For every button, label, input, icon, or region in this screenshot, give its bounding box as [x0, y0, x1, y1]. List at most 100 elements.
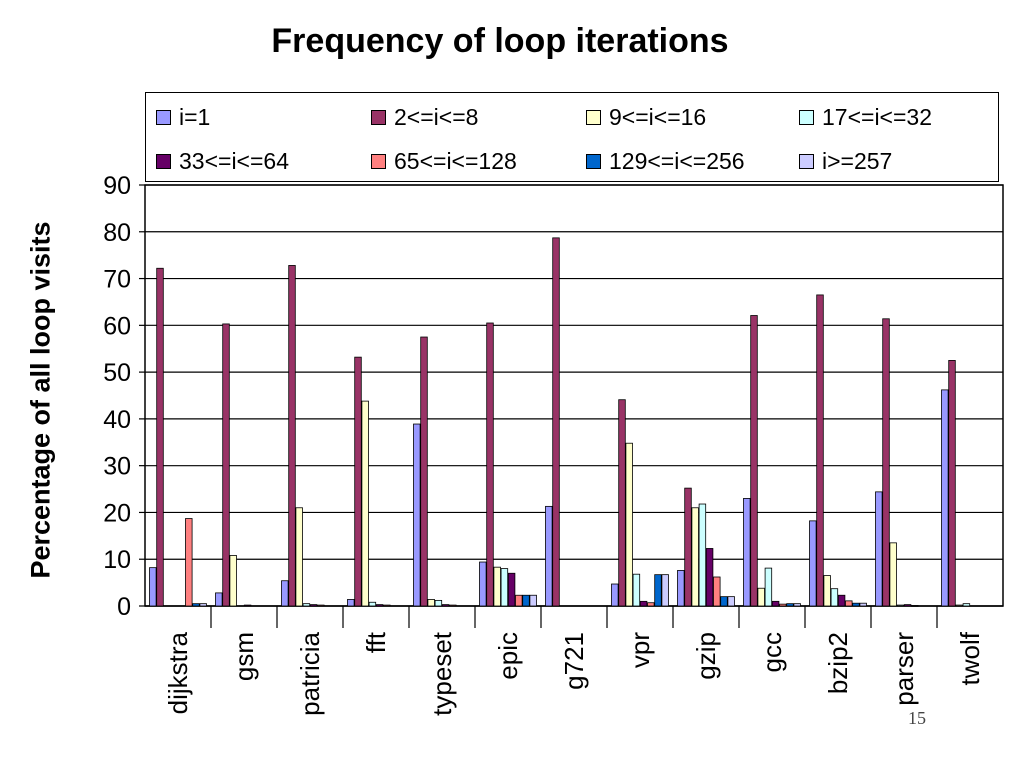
- legend-swatch: [799, 109, 814, 125]
- bar: [479, 561, 487, 607]
- legend-item: 2<=i<=8: [371, 104, 478, 130]
- x-category-label: fft: [361, 631, 391, 653]
- bar: [786, 603, 794, 607]
- legend-label: i>=257: [822, 147, 893, 174]
- legend-item: 33<=i<=64: [156, 148, 289, 174]
- bar: [618, 399, 626, 607]
- legend-item: i=1: [156, 104, 210, 130]
- x-category-label: bzip2: [823, 632, 853, 694]
- bar: [743, 498, 751, 607]
- y-tick-label: 10: [103, 546, 131, 574]
- bar: [654, 574, 662, 607]
- bar: [830, 588, 839, 607]
- x-category-label: gcc: [757, 632, 787, 672]
- bar: [896, 604, 905, 607]
- x-category-label: vpr: [625, 632, 655, 668]
- bar: [713, 576, 721, 607]
- y-tick-label: 90: [103, 172, 131, 200]
- bar: [779, 603, 787, 607]
- bar: [215, 592, 223, 607]
- chart-title: Frequency of loop iterations: [271, 22, 729, 60]
- legend-label: 33<=i<=64: [179, 147, 290, 174]
- bar: [727, 596, 735, 607]
- bar: [698, 503, 707, 607]
- bar: [882, 318, 890, 607]
- y-tick-label: 70: [103, 266, 131, 294]
- bar: [720, 596, 728, 607]
- bar: [903, 604, 912, 607]
- bar: [427, 599, 435, 607]
- bar: [383, 604, 391, 607]
- legend-swatch: [371, 153, 386, 169]
- legend-item: 65<=i<=128: [371, 148, 517, 174]
- bar: [859, 602, 867, 607]
- bar: [875, 491, 883, 607]
- bar: [750, 315, 758, 607]
- bar: [309, 604, 318, 607]
- bar: [515, 594, 523, 607]
- bar: [661, 574, 669, 607]
- bar: [222, 323, 230, 607]
- bar: [500, 568, 509, 607]
- bar: [420, 336, 428, 607]
- bar: [793, 603, 801, 607]
- legend-item: i>=257: [799, 148, 892, 174]
- bar: [837, 594, 846, 607]
- bar: [413, 423, 421, 607]
- bar: [507, 572, 516, 607]
- bar: [361, 400, 369, 607]
- y-tick-label: 80: [103, 219, 131, 247]
- bar: [317, 604, 325, 607]
- legend-swatch: [156, 109, 171, 125]
- bar: [611, 583, 619, 607]
- bar: [486, 322, 494, 607]
- bar: [639, 600, 648, 607]
- bar: [281, 580, 289, 607]
- bar: [229, 555, 237, 607]
- y-tick-label: 0: [117, 593, 131, 621]
- bar: [368, 601, 377, 607]
- bar: [192, 603, 200, 607]
- bar: [647, 602, 655, 607]
- bar: [911, 605, 919, 607]
- bar: [705, 548, 714, 607]
- y-tick-label: 60: [103, 312, 131, 340]
- bar: [302, 603, 311, 607]
- bar: [816, 294, 824, 607]
- bar: [449, 604, 457, 607]
- x-category-label: twolf: [955, 631, 985, 685]
- bar: [757, 587, 765, 607]
- page-number: 15: [908, 708, 926, 728]
- bar: [684, 487, 692, 607]
- legend-item: 17<=i<=32: [799, 104, 932, 130]
- legend-label: 129<=i<=256: [609, 147, 745, 174]
- x-category-label: g721: [559, 632, 589, 690]
- x-category-label: gsm: [229, 632, 259, 681]
- bar: [354, 356, 362, 607]
- y-tick-label: 20: [103, 499, 131, 527]
- bar: [632, 573, 641, 607]
- legend-item: 129<=i<=256: [586, 148, 745, 174]
- bar: [941, 389, 949, 607]
- x-category-label: dijkstra: [163, 631, 193, 714]
- legend-item: 9<=i<=16: [586, 104, 706, 130]
- x-category-label: gzip: [691, 632, 721, 680]
- y-tick-label: 50: [103, 359, 131, 387]
- legend-label: 9<=i<=16: [609, 103, 707, 130]
- bar: [955, 604, 963, 607]
- legend-swatch: [371, 109, 386, 125]
- bar: [691, 507, 699, 607]
- bar: [149, 567, 157, 607]
- y-tick-label: 30: [103, 453, 131, 481]
- bar: [441, 604, 450, 607]
- bar: [625, 442, 633, 607]
- chart-legend: i=1 2<=i<=8 9<=i<=16 17<=i<=32 33<=i<=64 65<=…: [145, 92, 999, 182]
- legend-label: 65<=i<=128: [394, 147, 517, 174]
- legend-label: 2<=i<=8: [394, 103, 479, 130]
- plot-area: [144, 184, 1004, 607]
- bar: [375, 604, 384, 607]
- bar: [823, 575, 831, 607]
- bar: [845, 600, 853, 607]
- legend-swatch: [586, 153, 601, 169]
